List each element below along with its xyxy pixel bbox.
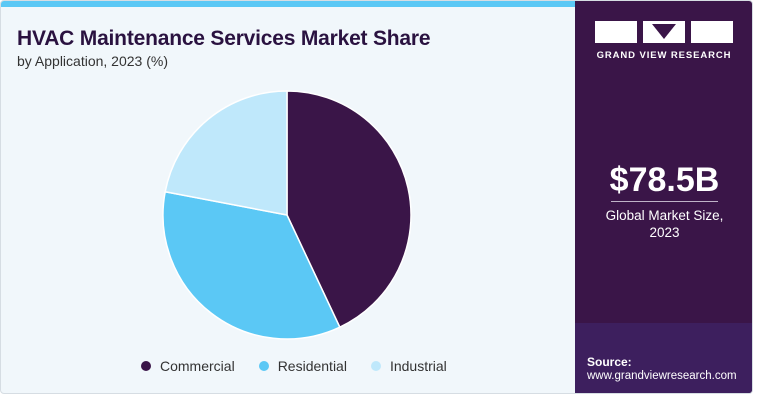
logo-block-left: [595, 21, 637, 43]
logo-block-middle: [643, 21, 685, 43]
chart-card: HVAC Maintenance Services Market Share b…: [0, 0, 753, 394]
accent-bar: [1, 1, 575, 7]
source-link[interactable]: www.grandviewresearch.com: [587, 370, 737, 382]
legend-item-residential: Residential: [258, 358, 347, 374]
logo-mark: [595, 21, 733, 43]
chart-subtitle: by Application, 2023 (%): [17, 53, 168, 69]
market-size-label-line2: 2023: [649, 225, 680, 240]
market-size-label: Global Market Size, 2023: [575, 207, 752, 241]
chart-title: HVAC Maintenance Services Market Share: [17, 27, 431, 50]
pie-slice-commercial: [286, 90, 412, 329]
source-label: Source:: [587, 355, 632, 369]
brand-logo: GRAND VIEW RESEARCH: [595, 21, 733, 61]
pie-slice-residential: [162, 190, 341, 340]
legend-label-industrial: Industrial: [389, 358, 447, 374]
legend-item-industrial: Industrial: [370, 358, 447, 374]
sidebar-panel: GRAND VIEW RESEARCH $78.5B Global Market…: [575, 1, 752, 393]
legend: Commercial Residential Industrial: [141, 358, 447, 374]
legend-swatch-industrial: [370, 361, 381, 371]
kpi-divider: [611, 201, 718, 202]
logo-block-right: [691, 21, 733, 43]
legend-swatch-commercial: [141, 361, 151, 371]
source-box: Source: www.grandviewresearch.com: [575, 323, 752, 393]
brand-name: GRAND VIEW RESEARCH: [596, 50, 732, 61]
pie-slice-industrial: [164, 90, 288, 216]
legend-item-commercial: Commercial: [141, 358, 235, 374]
market-size-value: $78.5B: [609, 161, 720, 199]
legend-swatch-residential: [258, 361, 269, 371]
legend-label-residential: Residential: [277, 358, 347, 374]
pie-chart: [162, 90, 412, 340]
market-size-label-line1: Global Market Size,: [605, 208, 724, 223]
logo-chevron-icon: [652, 24, 676, 39]
legend-label-commercial: Commercial: [160, 358, 235, 374]
